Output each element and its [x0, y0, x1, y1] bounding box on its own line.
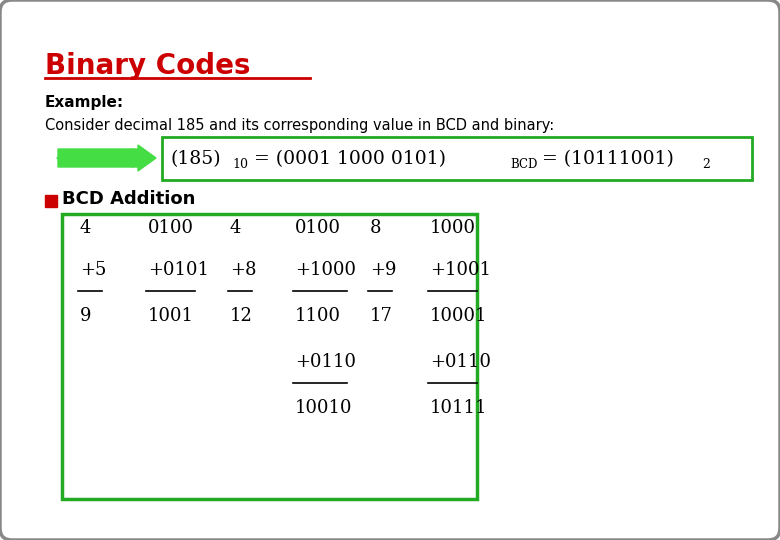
Text: 1100: 1100 — [295, 307, 341, 325]
Text: BCD: BCD — [510, 158, 537, 171]
Text: = (10111001): = (10111001) — [536, 150, 674, 168]
Text: 12: 12 — [230, 307, 253, 325]
Text: 1000: 1000 — [430, 219, 476, 237]
Text: +1001: +1001 — [430, 261, 491, 279]
Bar — [45, 195, 57, 207]
Text: 4: 4 — [80, 219, 91, 237]
Text: 4: 4 — [230, 219, 241, 237]
Text: BCD Addition: BCD Addition — [62, 190, 195, 208]
Bar — [162, 137, 752, 180]
Text: Example:: Example: — [45, 95, 124, 110]
Text: +5: +5 — [80, 261, 106, 279]
Text: 0100: 0100 — [295, 219, 341, 237]
Text: 17: 17 — [370, 307, 393, 325]
Text: +0101: +0101 — [148, 261, 209, 279]
Text: 9: 9 — [80, 307, 91, 325]
Text: 1001: 1001 — [148, 307, 194, 325]
Text: 8: 8 — [370, 219, 381, 237]
Text: Consider decimal 185 and its corresponding value in BCD and binary:: Consider decimal 185 and its correspondi… — [45, 118, 555, 133]
Text: +0110: +0110 — [295, 353, 356, 371]
Text: = (0001 1000 0101): = (0001 1000 0101) — [248, 150, 446, 168]
FancyArrow shape — [58, 145, 156, 171]
Text: (185): (185) — [170, 150, 221, 168]
Text: +1000: +1000 — [295, 261, 356, 279]
Text: Binary Codes: Binary Codes — [45, 52, 250, 80]
Text: 10001: 10001 — [430, 307, 488, 325]
Text: +9: +9 — [370, 261, 396, 279]
Text: 2: 2 — [702, 158, 710, 171]
Text: 0100: 0100 — [148, 219, 194, 237]
Bar — [62, 214, 477, 499]
Text: +0110: +0110 — [430, 353, 491, 371]
Text: 10111: 10111 — [430, 399, 488, 417]
Text: 10: 10 — [232, 158, 248, 171]
Text: 10010: 10010 — [295, 399, 353, 417]
Text: +8: +8 — [230, 261, 257, 279]
